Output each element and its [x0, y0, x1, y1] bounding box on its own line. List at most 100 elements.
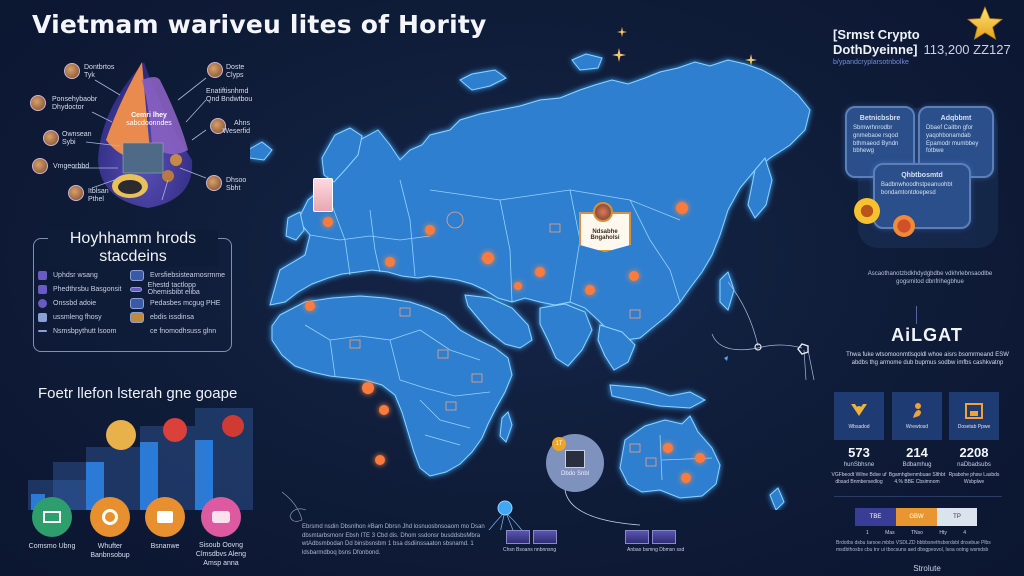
- crypto-header-caption: b/ypandcryplarsotnbolke: [833, 59, 909, 66]
- constellation-decor: [711, 281, 815, 380]
- flame-label: Ahns: [234, 120, 250, 127]
- stacking-title: Hoyhhamm hrods stacdeins: [48, 230, 218, 267]
- info-card-c[interactable]: Qhbtbosmtd Badbnwhoodhstpeanuohbt bondamt…: [873, 163, 971, 229]
- flame-sublabel: Pthel: [88, 196, 104, 204]
- flame-avatar-left-1: [64, 63, 80, 79]
- crypto-header: [Srmst Crypto DothDyeinne] 113,200 ZZ127…: [833, 27, 1013, 66]
- gold-star-icon: [966, 5, 1004, 41]
- divider: [916, 306, 917, 324]
- circle-label: Bsnanwe: [150, 543, 180, 550]
- europe-marker[interactable]: [313, 178, 333, 212]
- divider: [834, 496, 1002, 497]
- stacking-item[interactable]: ussmleng fhosy: [38, 310, 128, 324]
- stacking-item[interactable]: Uphdsr wsang: [38, 268, 128, 282]
- china-popup-line2: Bngaholsi: [590, 235, 620, 241]
- stacking-item[interactable]: ebdis issdinsa: [130, 310, 230, 324]
- red-badge-icon: [163, 418, 187, 442]
- flame-label: Dontbrtos: [84, 64, 115, 71]
- stat-value: 2208: [959, 445, 989, 460]
- flame-sublabel: Sbht: [226, 185, 241, 193]
- china-popup-avatar: [593, 202, 613, 222]
- page-title: Vietmam wariveu lites of Hority: [32, 10, 487, 39]
- sparkle-icon: [612, 48, 626, 62]
- gold-building-icon: [965, 403, 983, 419]
- popup-image: [565, 449, 585, 468]
- flame-sublabel: Weserfid: [222, 128, 251, 136]
- flame-avatar-right-4: [206, 175, 222, 191]
- coin-icon: [130, 269, 144, 281]
- gold-shield-icon: [851, 404, 867, 416]
- popup-badge: 1T: [552, 437, 566, 451]
- red-badge-icon: [222, 415, 244, 437]
- circle-label: Whufter Banbnsobup: [90, 543, 130, 560]
- sparkle-icon: [617, 27, 627, 37]
- stacking-right-list: Evrsfiebsistearnosrmme Ehestd tactlopp O…: [130, 268, 230, 338]
- flame-diagram: [72, 62, 207, 208]
- flame-center-sub: sabcdoonndes: [126, 120, 172, 128]
- ailgat-title: AiLGAT: [891, 325, 963, 345]
- flame-label: Dhsoo: [226, 177, 247, 184]
- flame-sublabel: Qnd Bndwtbou: [206, 96, 253, 104]
- gold-figure-icon: [913, 403, 921, 418]
- gold-coin-icon: [106, 420, 136, 450]
- bottom-paragraph: Ebrsmd nsdin Dbsnlhon #Bam Dbrsn Jhd los…: [302, 524, 485, 557]
- ailgat-description: Thwa fuke wtsomoonmtlsqoldl whoe aisrs b…: [846, 352, 1009, 367]
- china-popup-line1: Ndsabhe: [592, 229, 618, 235]
- stacking-item[interactable]: Pedasbes mcgug PHE: [130, 296, 230, 310]
- segment-ticks: 1 Mas TNso Hty 4: [866, 530, 966, 536]
- stat-subtitle: naDbadsubs: [957, 462, 991, 468]
- stacking-item[interactable]: Onssbd adoie: [38, 296, 128, 310]
- crypto-header-number: 113,200 ZZ127: [923, 42, 1011, 57]
- bar-section-title: Foetr llefon lsterah gne goape: [38, 385, 238, 402]
- flame-label: Ownsean: [62, 131, 92, 138]
- stat-subtitle: hunSbhsne: [843, 462, 875, 468]
- thumbnail[interactable]: [625, 530, 649, 544]
- flame-sublabel: Dhydoctor: [52, 104, 84, 112]
- flame-label: Doste: [226, 64, 245, 71]
- sparkle-icon: [745, 54, 757, 66]
- world-map[interactable]: [250, 40, 840, 510]
- stacking-item[interactable]: Phedthrsbu Basgonsit: [38, 282, 128, 296]
- footer-label: Strolute: [913, 564, 941, 573]
- stat-tile-3[interactable]: Dosetab Ppwe: [949, 392, 999, 440]
- segment-bar[interactable]: TBE GBW TP: [855, 508, 977, 526]
- thumbnail[interactable]: [652, 530, 676, 544]
- thumbnail[interactable]: [533, 530, 557, 544]
- stacking-item[interactable]: Ehestd tactlopp Ohemisbibt eliba: [130, 282, 230, 296]
- flame-label: Itblsan: [88, 188, 109, 195]
- stacking-item[interactable]: Nsmsbpythutt lsoom: [38, 324, 128, 338]
- stacking-item[interactable]: Evrsfiebsistearnosrmme: [130, 268, 230, 282]
- thumbnail[interactable]: [506, 530, 530, 544]
- flame-center-label: Cemri lhey: [131, 112, 167, 119]
- popup-caption: Dbdo Snbl: [560, 470, 590, 477]
- stat-tile-1[interactable]: Wbsadod: [834, 392, 884, 440]
- flame-avatar-right-1: [207, 62, 223, 78]
- segment-tbe[interactable]: TBE: [855, 508, 896, 526]
- flame-label: Enatiftisnhmd: [206, 88, 249, 95]
- crypto-header-line1: [Srmst Crypto: [833, 27, 920, 42]
- stat-value: 573: [848, 445, 870, 460]
- gear-icon: [38, 298, 47, 308]
- flame-avatar-right-3: [210, 118, 226, 134]
- spiral-icon[interactable]: [90, 497, 130, 537]
- ticket-icon[interactable]: [145, 497, 185, 537]
- circle-label: Sisoub Oovng Clmsdbvs Aleng Amsp anna: [195, 542, 247, 568]
- stat-description: VGFbeodt Wilne Bdse uf dbsad Bnmbersedlo…: [831, 472, 887, 485]
- segment-tp[interactable]: TP: [937, 508, 977, 526]
- graph-icon[interactable]: [32, 497, 72, 537]
- stacking-item[interactable]: ce fnomodhsuss glnn: [150, 327, 217, 335]
- stat-tile-2[interactable]: Wrewtosd: [892, 392, 942, 440]
- sunflower-icon: [852, 196, 882, 226]
- flame-label: Ponsehybaobr: [52, 96, 98, 103]
- dash-icon: [38, 330, 47, 332]
- segment-gbw[interactable]: GBW: [896, 508, 937, 526]
- connector-line: [564, 490, 641, 526]
- map-icon[interactable]: [201, 497, 241, 537]
- folder-icon: [38, 270, 47, 280]
- flame-label: Vmgeorbbd: [53, 163, 90, 170]
- folder-icon: [38, 284, 47, 294]
- thumbnail-caption: Chsn Bsoans nnbnnsng: [503, 547, 557, 553]
- flame-sublabel: Tyk: [84, 72, 95, 80]
- flame-avatar-left-2: [30, 95, 46, 111]
- stacking-left-list: Uphdsr wsang Phedthrsbu Basgonsit Onssbd…: [38, 268, 128, 338]
